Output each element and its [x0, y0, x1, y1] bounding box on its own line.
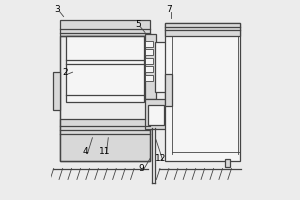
- Bar: [145, 99, 168, 129]
- Text: 12: 12: [155, 154, 166, 163]
- Bar: [66, 36, 144, 102]
- Bar: [60, 36, 150, 161]
- Bar: [60, 20, 150, 36]
- Bar: [165, 23, 240, 36]
- Bar: [146, 58, 153, 64]
- Bar: [148, 105, 164, 125]
- Bar: [146, 49, 153, 55]
- Bar: [60, 119, 150, 161]
- Bar: [146, 75, 153, 81]
- Bar: [165, 23, 240, 161]
- Bar: [53, 72, 60, 110]
- Text: 4: 4: [82, 147, 88, 156]
- Text: 2: 2: [63, 68, 68, 77]
- Text: 3: 3: [55, 5, 61, 14]
- Text: 9: 9: [138, 164, 144, 173]
- Bar: [146, 66, 153, 72]
- Bar: [165, 74, 172, 106]
- Text: 11: 11: [99, 147, 110, 156]
- Bar: [60, 36, 150, 161]
- Bar: [146, 41, 153, 47]
- Text: 7: 7: [166, 5, 172, 14]
- Bar: [155, 42, 166, 92]
- Text: 5: 5: [135, 20, 141, 29]
- Bar: [226, 159, 230, 167]
- Bar: [145, 34, 156, 99]
